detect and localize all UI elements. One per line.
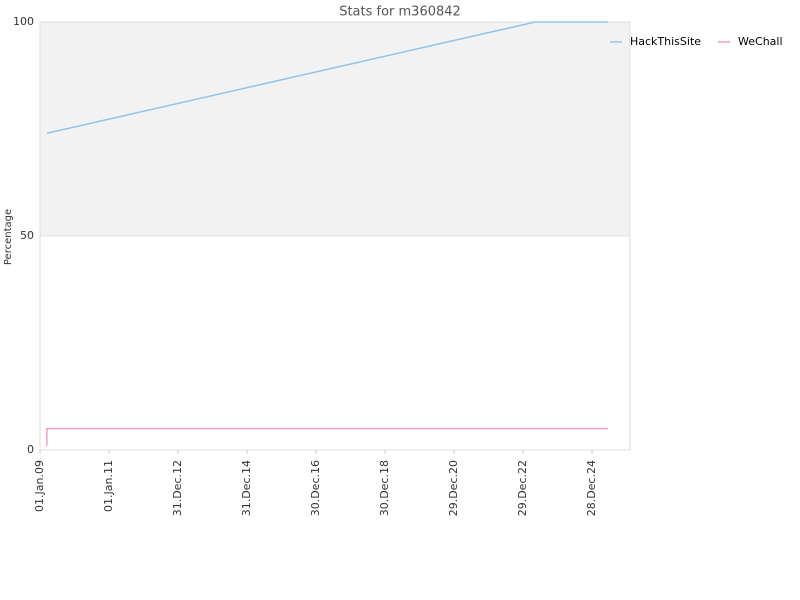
x-tick-label: 01.Jan.09 <box>33 460 46 512</box>
y-tick-label: 0 <box>27 443 34 456</box>
x-tick-label: 30.Dec.18 <box>378 460 391 516</box>
chart-title: Stats for m360842 <box>339 5 461 20</box>
plot-band <box>40 22 630 236</box>
y-tick-label: 100 <box>13 15 34 28</box>
series-line <box>46 427 608 446</box>
legend-text: WeChall <box>738 35 783 48</box>
series-line <box>46 21 608 135</box>
x-tick-label: 31.Dec.12 <box>171 460 184 516</box>
legend-text: HackThisSite <box>630 35 701 48</box>
y-axis-label: Percentage <box>3 209 14 265</box>
x-tick-label: 01.Jan.11 <box>102 460 115 512</box>
x-tick-label: 31.Dec.14 <box>240 460 253 516</box>
x-tick-label: 29.Dec.22 <box>516 460 529 516</box>
x-tick-label: 28.Dec.24 <box>585 460 598 516</box>
x-tick-label: 30.Dec.16 <box>309 460 322 516</box>
y-tick-label: 50 <box>20 229 34 242</box>
x-tick-label: 29.Dec.20 <box>447 460 460 516</box>
